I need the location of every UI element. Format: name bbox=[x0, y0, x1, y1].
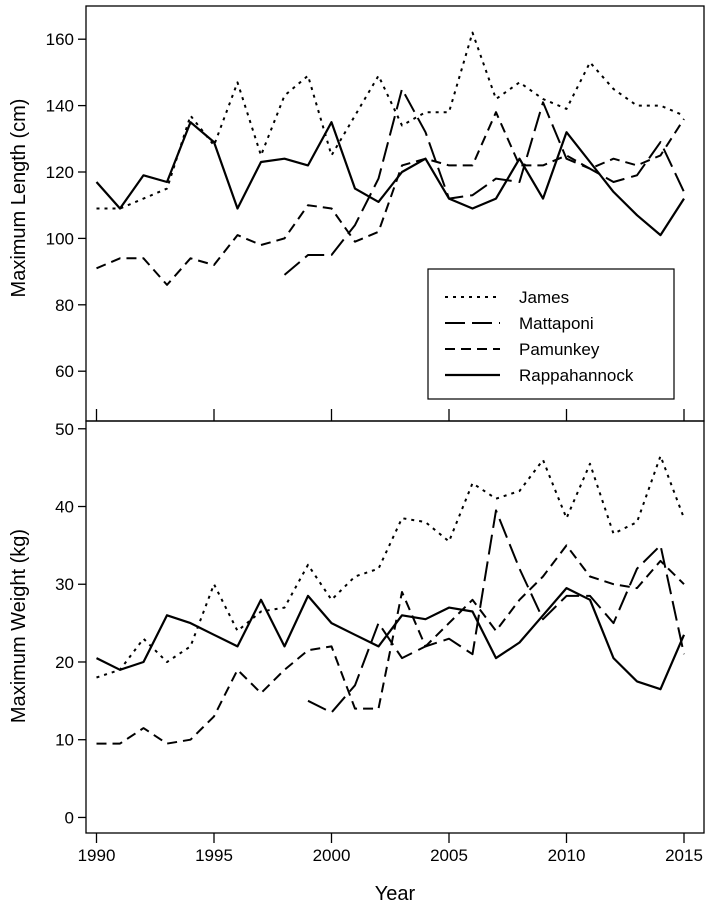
x-axis: 1990 1995 2000 2005 2010 2015 bbox=[78, 409, 703, 865]
top-y-tick-label-160: 160 bbox=[46, 30, 74, 49]
bottom-series-pamunkey bbox=[96, 544, 685, 745]
bottom-y-tick-label-0: 0 bbox=[65, 808, 74, 827]
legend-label-james: James bbox=[519, 288, 569, 307]
legend-label-pamunkey: Pamunkey bbox=[519, 340, 600, 359]
bottom-y-axis: 0 10 20 30 40 50 bbox=[55, 420, 86, 827]
x-tick-label-1995: 1995 bbox=[195, 846, 233, 865]
top-y-axis: 60 80 100 120 140 160 bbox=[46, 30, 86, 381]
x-tick-label-2010: 2010 bbox=[548, 846, 586, 865]
top-series-pamunkey bbox=[96, 111, 685, 286]
bottom-y-tick-label-50: 50 bbox=[55, 420, 74, 439]
legend-box bbox=[427, 268, 675, 400]
x-tick-label-2000: 2000 bbox=[313, 846, 351, 865]
top-series-james bbox=[96, 31, 685, 210]
top-y-tick-label-60: 60 bbox=[55, 362, 74, 381]
bottom-series-lines bbox=[96, 455, 686, 745]
top-y-tick-label-100: 100 bbox=[46, 229, 74, 248]
bottom-series-rappahannock bbox=[96, 586, 686, 691]
top-y-tick-label-140: 140 bbox=[46, 97, 74, 116]
bottom-y-axis-label: Maximum Weight (kg) bbox=[8, 529, 30, 723]
legend-label-rappahannock: Rappahannock bbox=[519, 366, 634, 385]
top-y-tick-label-80: 80 bbox=[55, 296, 74, 315]
bottom-y-tick-label-30: 30 bbox=[55, 575, 74, 594]
bottom-y-tick-label-40: 40 bbox=[55, 498, 74, 517]
bottom-series-james bbox=[96, 455, 685, 679]
x-tick-label-1990: 1990 bbox=[78, 846, 116, 865]
top-y-axis-label: Maximum Length (cm) bbox=[8, 99, 30, 298]
top-y-tick-label-120: 120 bbox=[46, 163, 74, 182]
top-series-mattaponi bbox=[283, 88, 685, 276]
bottom-y-tick-label-20: 20 bbox=[55, 653, 74, 672]
x-tick-label-2015: 2015 bbox=[665, 846, 703, 865]
bottom-panel-frame bbox=[85, 420, 705, 834]
legend: James Mattaponi Pamunkey Rappahannock bbox=[427, 268, 675, 400]
bottom-series-mattaponi bbox=[307, 509, 685, 714]
x-axis-label: Year bbox=[375, 883, 416, 905]
x-tick-label-2005: 2005 bbox=[430, 846, 468, 865]
legend-label-mattaponi: Mattaponi bbox=[519, 314, 594, 333]
bottom-y-tick-label-10: 10 bbox=[55, 731, 74, 750]
top-series-rappahannock bbox=[95, 121, 685, 237]
top-series-lines bbox=[95, 31, 685, 286]
